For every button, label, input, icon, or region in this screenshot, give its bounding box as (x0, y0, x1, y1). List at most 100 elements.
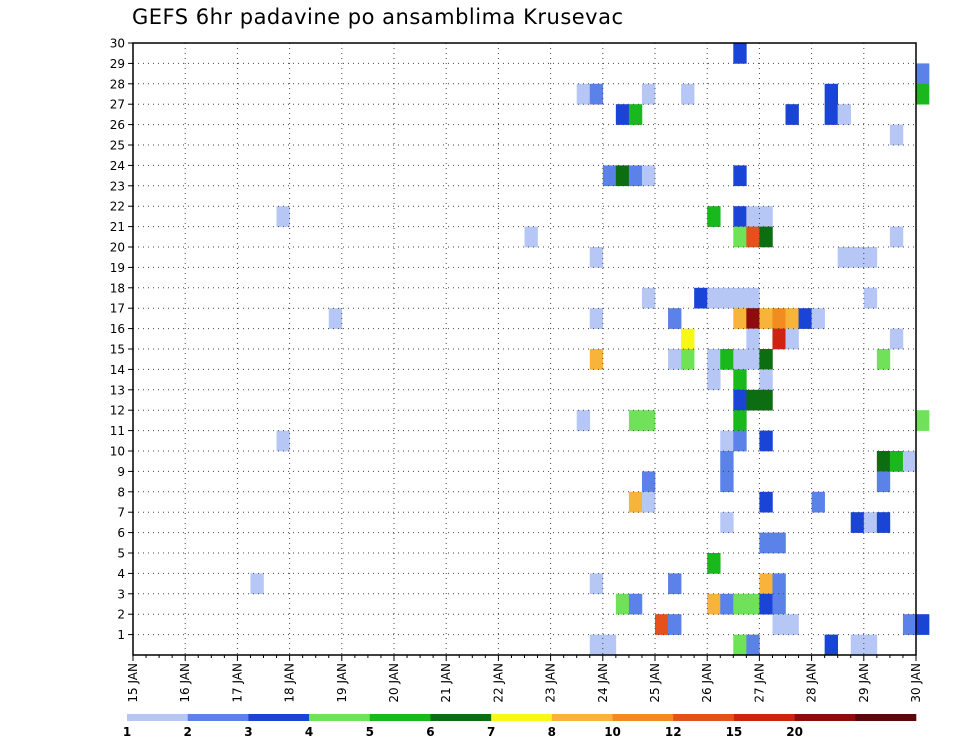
heatmap-cell (759, 430, 773, 452)
y-tick-label: 16 (110, 322, 125, 336)
colorbar-label: 12 (665, 725, 682, 739)
heatmap-cell (733, 226, 747, 248)
heatmap-cell (707, 349, 721, 370)
colorbar-label: 2 (184, 725, 192, 739)
x-tick-label: 29 JAN (857, 663, 871, 703)
heatmap-cell (641, 471, 656, 493)
heatmap-cell (733, 593, 747, 615)
y-tick-label: 18 (110, 281, 125, 295)
heatmap-cell (759, 206, 773, 227)
chart-title: GEFS 6hr padavine po ansamblima Krusevac (132, 5, 624, 29)
heatmap-cell (759, 226, 773, 248)
heatmap-cell (889, 226, 904, 248)
y-tick-label: 20 (110, 241, 125, 255)
colorbar-label: 10 (604, 725, 621, 739)
heatmap-cell (589, 634, 604, 656)
colorbar-segment (127, 714, 188, 721)
heatmap-cell (746, 308, 760, 329)
heatmap-cell (668, 573, 682, 595)
heatmap-cell (916, 410, 930, 431)
heatmap-cell (694, 287, 708, 309)
heatmap-cell (733, 410, 747, 431)
colorbar-segment (612, 714, 674, 721)
x-tick-label: 30 JAN (909, 663, 923, 703)
heatmap-cell (628, 491, 643, 513)
heatmap-cell (720, 471, 734, 493)
colorbar-segment (430, 714, 492, 721)
x-tick-label: 23 JAN (544, 663, 558, 703)
x-tick-label: 17 JAN (230, 663, 244, 703)
heatmap-cell (733, 369, 747, 391)
heatmap-cell (863, 634, 878, 656)
heatmap-cell (759, 532, 773, 554)
heatmap-cell (785, 104, 799, 125)
colorbar-label: 7 (487, 725, 495, 739)
heatmap-cell (733, 287, 747, 309)
heatmap-cell (628, 593, 643, 615)
heatmap-cell (772, 532, 786, 554)
heatmap-cell (602, 634, 617, 656)
heatmap-cell (824, 104, 838, 125)
y-tick-label: 30 (110, 37, 125, 51)
heatmap-cell (720, 349, 734, 370)
y-tick-label: 17 (110, 302, 125, 316)
heatmap-cell (733, 308, 747, 329)
heatmap-cell (759, 308, 773, 329)
heatmap-cell (641, 491, 656, 513)
colorbar-label: 3 (244, 725, 252, 739)
y-tick-label: 6 (117, 526, 125, 540)
x-tick-label: 25 JAN (648, 663, 662, 703)
heatmap-cell (785, 328, 799, 350)
heatmap-cell (720, 430, 734, 452)
colorbar-segment (855, 714, 917, 721)
heatmap-cell (759, 593, 773, 615)
heatmap-cell (720, 451, 734, 472)
x-tick-label: 16 JAN (178, 663, 192, 703)
heatmap-cell (863, 287, 878, 309)
heatmap-cell (746, 593, 760, 615)
y-tick-label: 25 (110, 139, 125, 153)
x-tick-label: 26 JAN (700, 663, 714, 703)
heatmap-cell (785, 308, 799, 329)
heatmap-cell (746, 226, 760, 248)
heatmap-cell (876, 471, 891, 493)
y-tick-label: 27 (110, 98, 125, 112)
colorbar-label: 4 (305, 725, 313, 739)
heatmap-cell (720, 287, 734, 309)
y-tick-label: 29 (110, 57, 125, 71)
heatmap-cell (798, 308, 812, 329)
heatmap-cell (916, 614, 930, 635)
heatmap-cell (707, 369, 721, 391)
colorbar-segment (551, 714, 613, 721)
heatmap-cell (641, 410, 656, 431)
heatmap-cell (746, 328, 760, 350)
x-tick-label: 20 JAN (387, 663, 401, 703)
y-tick-label: 12 (110, 404, 125, 418)
heatmap-cell (720, 593, 734, 615)
heatmap-cell (863, 247, 878, 268)
heatmap-cell (681, 83, 695, 105)
heatmap-cell (589, 573, 604, 595)
heatmap-cell (589, 83, 604, 105)
x-tick-label: 18 JAN (283, 663, 297, 703)
heatmap-cell (889, 328, 904, 350)
colorbar-label: 5 (366, 725, 374, 739)
heatmap-cell (837, 247, 852, 268)
y-tick-label: 26 (110, 118, 125, 132)
heatmap-cell (759, 389, 773, 411)
heatmap-cell (641, 165, 656, 187)
colorbar-label: 1 (123, 725, 131, 739)
y-axis-ticks: 1234567891011121314151617181920212223242… (110, 37, 133, 642)
y-tick-label: 1 (117, 628, 125, 642)
heatmap-cell (615, 104, 630, 125)
y-tick-label: 5 (117, 547, 125, 561)
heatmap-cell (759, 573, 773, 595)
colorbar-segment (187, 714, 249, 721)
heatmap-cell (733, 349, 747, 370)
heatmap-cell (720, 512, 734, 533)
x-tick-label: 27 JAN (752, 663, 766, 703)
heatmap-cell (785, 614, 799, 635)
x-tick-label: 24 JAN (596, 663, 610, 703)
heatmap-cell (681, 349, 695, 370)
heatmap-cell (902, 451, 917, 472)
